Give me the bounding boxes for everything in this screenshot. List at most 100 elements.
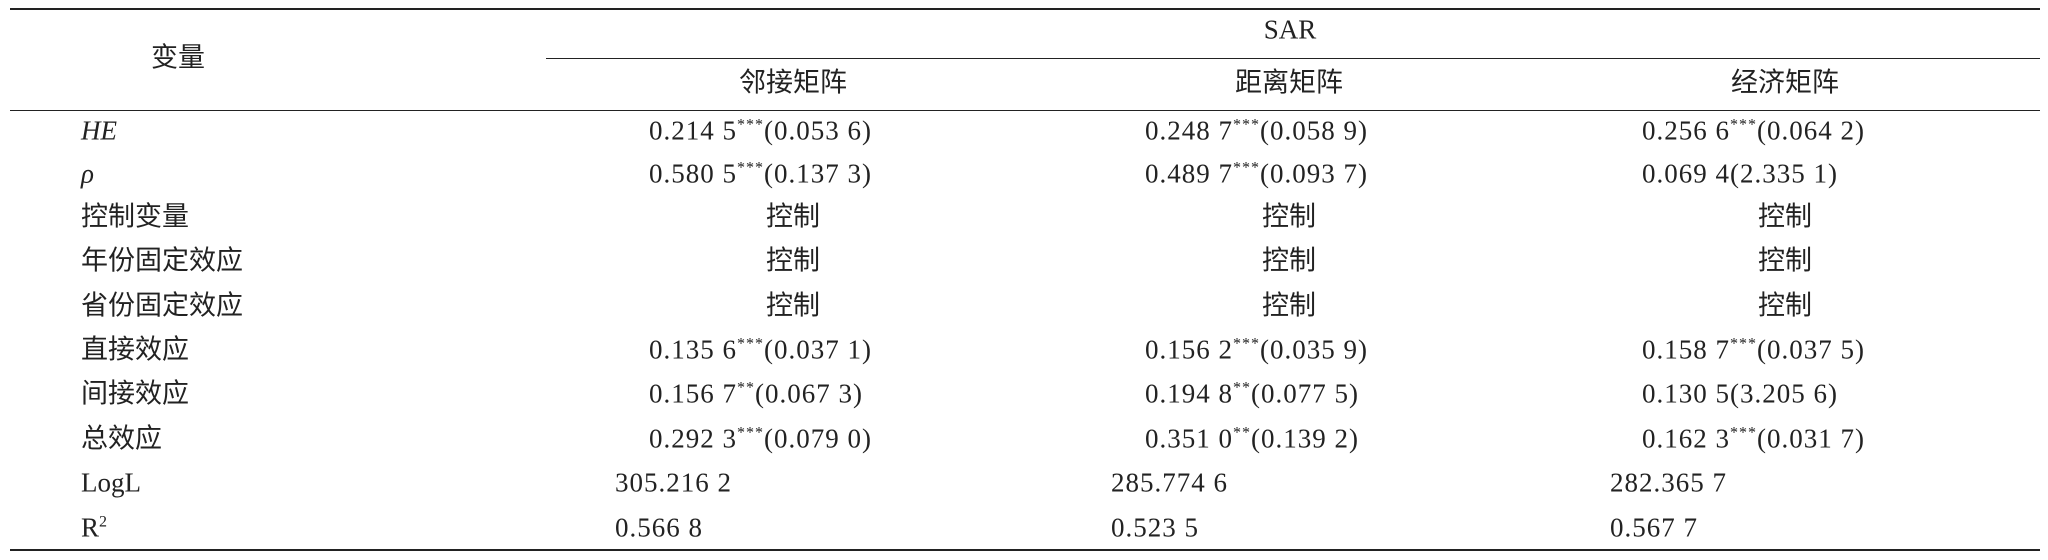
- cell: 0.214 5***(0.053 6): [649, 115, 872, 146]
- row-label: 控制变量: [81, 201, 189, 232]
- coefficient: 0.351 0: [1145, 423, 1233, 454]
- significance: ***: [1233, 335, 1260, 353]
- standard-error: (0.139 2): [1251, 423, 1359, 454]
- cell: 0.351 0**(0.139 2): [1145, 423, 1359, 454]
- header-variable: 变量: [151, 42, 205, 73]
- header-rule: [10, 110, 2040, 111]
- cell: 0.248 7***(0.058 9): [1145, 115, 1368, 146]
- coefficient: 0.162 3: [1642, 423, 1730, 454]
- column-header: 距离矩阵: [1235, 67, 1343, 98]
- coefficient: 0.292 3: [649, 423, 737, 454]
- standard-error: (0.064 2): [1757, 115, 1865, 146]
- bottom-rule: [10, 549, 2040, 551]
- standard-error: (0.031 7): [1757, 423, 1865, 454]
- cell: 0.489 7***(0.093 7): [1145, 158, 1368, 189]
- coefficient: 0.489 7: [1145, 158, 1233, 189]
- significance: ***: [1730, 116, 1757, 134]
- cell: 285.774 6: [1111, 467, 1228, 498]
- standard-error: (0.037 5): [1757, 334, 1865, 365]
- coefficient: 0.194 8: [1145, 378, 1233, 409]
- standard-error: (2.335 1): [1730, 158, 1838, 189]
- cell: 0.292 3***(0.079 0): [649, 423, 872, 454]
- row-label: 间接效应: [81, 378, 189, 409]
- coefficient: 0.156 2: [1145, 334, 1233, 365]
- row-label: 直接效应: [81, 334, 189, 365]
- row-label: R2: [81, 512, 108, 543]
- coefficient: 0.580 5: [649, 158, 737, 189]
- row-label-text: 年份固定效应: [81, 245, 243, 276]
- column-header: 邻接矩阵: [739, 67, 847, 98]
- row-label-text: 直接效应: [81, 334, 189, 365]
- standard-error: (0.137 3): [764, 158, 872, 189]
- cell: 0.158 7***(0.037 5): [1642, 334, 1865, 365]
- row-label-text: ρ: [81, 158, 94, 189]
- cell: 0.156 7**(0.067 3): [649, 378, 863, 409]
- significance: ***: [1233, 159, 1260, 177]
- row-label-text: 间接效应: [81, 378, 189, 409]
- significance: ***: [737, 424, 764, 442]
- row-label-text: 总效应: [81, 423, 162, 454]
- cell: 控制: [1262, 245, 1316, 276]
- row-label-sup: 2: [99, 513, 108, 531]
- coefficient: 0.248 7: [1145, 115, 1233, 146]
- standard-error: (0.053 6): [764, 115, 872, 146]
- cell: 控制: [1758, 201, 1812, 232]
- coefficient: 0.256 6: [1642, 115, 1730, 146]
- standard-error: (0.035 9): [1260, 334, 1368, 365]
- row-label: HE: [81, 115, 117, 146]
- row-label: 省份固定效应: [81, 290, 243, 321]
- cell: 0.580 5***(0.137 3): [649, 158, 872, 189]
- significance: **: [737, 379, 755, 397]
- significance: ***: [1730, 335, 1757, 353]
- cell: 控制: [766, 290, 820, 321]
- standard-error: (3.205 6): [1730, 378, 1838, 409]
- row-label-text: LogL: [81, 467, 141, 498]
- row-label: 总效应: [81, 423, 162, 454]
- cell: 控制: [766, 245, 820, 276]
- significance: ***: [737, 116, 764, 134]
- row-label-text: 省份固定效应: [81, 290, 243, 321]
- cell: 控制: [1262, 201, 1316, 232]
- cell: 0.523 5: [1111, 512, 1199, 543]
- cell: 305.216 2: [615, 467, 732, 498]
- top-rule: [10, 8, 2040, 10]
- standard-error: (0.077 5): [1251, 378, 1359, 409]
- cell: 控制: [1758, 290, 1812, 321]
- coefficient: 0.214 5: [649, 115, 737, 146]
- standard-error: (0.058 9): [1260, 115, 1368, 146]
- coefficient: 0.069 4: [1642, 158, 1730, 189]
- significance: **: [1233, 379, 1251, 397]
- row-label: ρ: [81, 158, 94, 189]
- row-label: 年份固定效应: [81, 245, 243, 276]
- significance: ***: [737, 159, 764, 177]
- cell: 控制: [1758, 245, 1812, 276]
- row-label-text: HE: [81, 115, 117, 146]
- column-header: 经济矩阵: [1731, 67, 1839, 98]
- cell: 控制: [766, 201, 820, 232]
- standard-error: (0.067 3): [755, 378, 863, 409]
- cell: 0.130 5(3.205 6): [1642, 378, 1838, 409]
- significance: ***: [1730, 424, 1757, 442]
- cell: 0.156 2***(0.035 9): [1145, 334, 1368, 365]
- cell: 0.162 3***(0.031 7): [1642, 423, 1865, 454]
- significance: **: [1233, 424, 1251, 442]
- header-model: SAR: [1263, 14, 1317, 45]
- cell: 0.567 7: [1610, 512, 1698, 543]
- cell: 0.069 4(2.335 1): [1642, 158, 1838, 189]
- cell: 控制: [1262, 290, 1316, 321]
- coefficient: 0.158 7: [1642, 334, 1730, 365]
- standard-error: (0.037 1): [764, 334, 872, 365]
- cell: 282.365 7: [1610, 467, 1727, 498]
- cell: 0.135 6***(0.037 1): [649, 334, 872, 365]
- significance: ***: [1233, 116, 1260, 134]
- row-label-text: R: [81, 512, 100, 543]
- cell: 0.194 8**(0.077 5): [1145, 378, 1359, 409]
- row-label-text: 控制变量: [81, 201, 189, 232]
- cell: 0.566 8: [615, 512, 703, 543]
- standard-error: (0.079 0): [764, 423, 872, 454]
- row-label: LogL: [81, 467, 141, 498]
- cell: 0.256 6***(0.064 2): [1642, 115, 1865, 146]
- mid-rule: [546, 58, 2040, 59]
- coefficient: 0.130 5: [1642, 378, 1730, 409]
